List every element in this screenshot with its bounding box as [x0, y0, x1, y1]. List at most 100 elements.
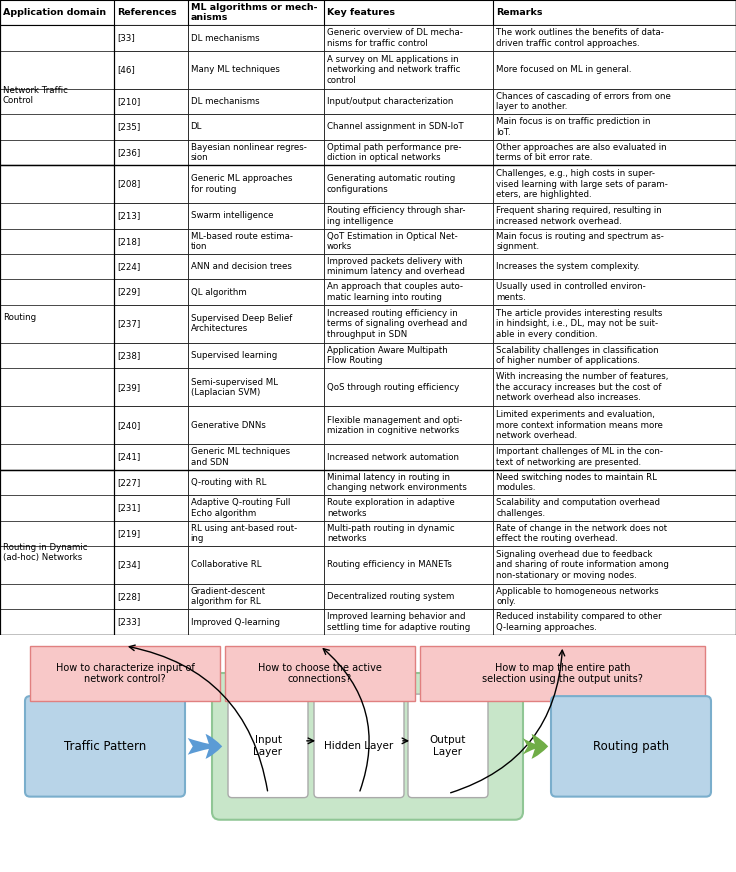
Bar — [493, 368, 736, 406]
Bar — [114, 228, 188, 254]
Bar — [188, 368, 324, 406]
Bar — [493, 51, 736, 89]
Bar — [324, 546, 493, 584]
Text: DL: DL — [191, 122, 202, 132]
Text: Increased network automation: Increased network automation — [327, 453, 459, 461]
Text: Generative DNNs: Generative DNNs — [191, 421, 266, 430]
Bar — [324, 228, 493, 254]
Bar — [493, 610, 736, 635]
Bar — [188, 140, 324, 165]
Bar — [188, 114, 324, 140]
Bar — [493, 140, 736, 165]
Text: Important challenges of ML in the con-
text of networking are presented.: Important challenges of ML in the con- t… — [496, 447, 663, 467]
Text: More focused on ML in general.: More focused on ML in general. — [496, 65, 631, 74]
Bar — [324, 521, 493, 546]
Bar — [324, 584, 493, 610]
Bar — [188, 304, 324, 343]
Text: Hidden Layer: Hidden Layer — [325, 741, 394, 751]
Text: DL mechanisms: DL mechanisms — [191, 97, 259, 106]
Text: [33]: [33] — [117, 34, 135, 43]
Bar — [324, 495, 493, 521]
Bar — [0, 0, 736, 25]
Text: [228]: [228] — [117, 592, 141, 601]
Text: Traffic Pattern: Traffic Pattern — [64, 739, 146, 753]
Text: Decentralized routing system: Decentralized routing system — [327, 592, 454, 601]
Bar — [324, 610, 493, 635]
Text: [241]: [241] — [117, 453, 141, 461]
Text: Optimal path performance pre-
diction in optical networks: Optimal path performance pre- diction in… — [327, 143, 461, 162]
Text: Rate of change in the network does not
effect the routing overhead.: Rate of change in the network does not e… — [496, 523, 668, 543]
Bar — [114, 279, 188, 304]
Text: How to map the entire path
selection using the output units?: How to map the entire path selection usi… — [482, 663, 643, 685]
Text: [235]: [235] — [117, 122, 141, 132]
Text: [239]: [239] — [117, 383, 140, 392]
Text: [210]: [210] — [117, 97, 141, 106]
Text: Swarm intelligence: Swarm intelligence — [191, 211, 273, 221]
Text: Route exploration in adaptive
networks: Route exploration in adaptive networks — [327, 498, 455, 518]
Text: ML algorithms or mech-
anisms: ML algorithms or mech- anisms — [191, 3, 317, 23]
Bar — [324, 254, 493, 279]
Text: Q-routing with RL: Q-routing with RL — [191, 478, 266, 487]
Bar — [225, 646, 415, 701]
Bar — [114, 114, 188, 140]
Text: Routing path: Routing path — [593, 739, 669, 753]
Text: Increases the system complexity.: Increases the system complexity. — [496, 262, 640, 271]
Text: Supervised learning: Supervised learning — [191, 351, 277, 360]
Bar — [188, 584, 324, 610]
Text: Scalability and computation overhead
challenges.: Scalability and computation overhead cha… — [496, 498, 660, 518]
Bar — [114, 495, 188, 521]
Bar — [114, 343, 188, 368]
Text: Scalability challenges in classification
of higher number of applications.: Scalability challenges in classification… — [496, 346, 659, 365]
Text: ANN and decision trees: ANN and decision trees — [191, 262, 291, 271]
Bar — [114, 25, 188, 51]
Text: [229]: [229] — [117, 288, 140, 296]
FancyBboxPatch shape — [25, 696, 185, 797]
Bar — [493, 165, 736, 203]
Text: Increased routing efficiency in
terms of signaling overhead and
throughput in SD: Increased routing efficiency in terms of… — [327, 309, 467, 338]
Text: Application domain: Application domain — [3, 8, 106, 17]
Text: [237]: [237] — [117, 319, 141, 328]
Bar — [493, 254, 736, 279]
FancyBboxPatch shape — [212, 673, 523, 820]
Bar — [188, 279, 324, 304]
Bar — [30, 646, 220, 701]
Bar — [493, 406, 736, 445]
Bar — [324, 343, 493, 368]
Text: [219]: [219] — [117, 528, 140, 538]
Text: Generating automatic routing
configurations: Generating automatic routing configurati… — [327, 174, 455, 194]
Bar — [188, 165, 324, 203]
Text: Input/output characterization: Input/output characterization — [327, 97, 453, 106]
Bar — [114, 304, 188, 343]
Text: [236]: [236] — [117, 148, 141, 157]
Text: [208]: [208] — [117, 180, 141, 188]
Bar — [324, 368, 493, 406]
Text: References: References — [117, 8, 177, 17]
Text: How to choose the active
connections?: How to choose the active connections? — [258, 663, 382, 685]
Text: [240]: [240] — [117, 421, 141, 430]
Text: Adaptive Q-routing Full
Echo algorithm: Adaptive Q-routing Full Echo algorithm — [191, 498, 290, 518]
Bar — [114, 584, 188, 610]
Bar — [0, 165, 114, 470]
Text: Semi-supervised ML
(Laplacian SVM): Semi-supervised ML (Laplacian SVM) — [191, 378, 277, 397]
Text: Signaling overhead due to feedback
and sharing of route information among
non-st: Signaling overhead due to feedback and s… — [496, 550, 669, 580]
Text: Routing in Dynamic
(ad-hoc) Networks: Routing in Dynamic (ad-hoc) Networks — [3, 542, 88, 562]
Bar — [114, 89, 188, 114]
Text: RL using ant-based rout-
ing: RL using ant-based rout- ing — [191, 523, 297, 543]
Text: Application Aware Multipath
Flow Routing: Application Aware Multipath Flow Routing — [327, 346, 447, 365]
Bar — [188, 203, 324, 228]
Bar — [188, 89, 324, 114]
Text: Main focus is routing and spectrum as-
signment.: Main focus is routing and spectrum as- s… — [496, 232, 664, 251]
Bar — [493, 521, 736, 546]
FancyBboxPatch shape — [314, 694, 404, 798]
Bar — [324, 165, 493, 203]
Text: [46]: [46] — [117, 65, 135, 74]
Bar — [114, 368, 188, 406]
Bar — [0, 25, 114, 165]
Bar — [114, 546, 188, 584]
Text: QoS through routing efficiency: QoS through routing efficiency — [327, 383, 459, 392]
Bar — [493, 25, 736, 51]
Text: A survey on ML applications in
networking and network traffic
control: A survey on ML applications in networkin… — [327, 55, 460, 85]
Text: [227]: [227] — [117, 478, 141, 487]
Bar — [114, 203, 188, 228]
Bar — [324, 203, 493, 228]
